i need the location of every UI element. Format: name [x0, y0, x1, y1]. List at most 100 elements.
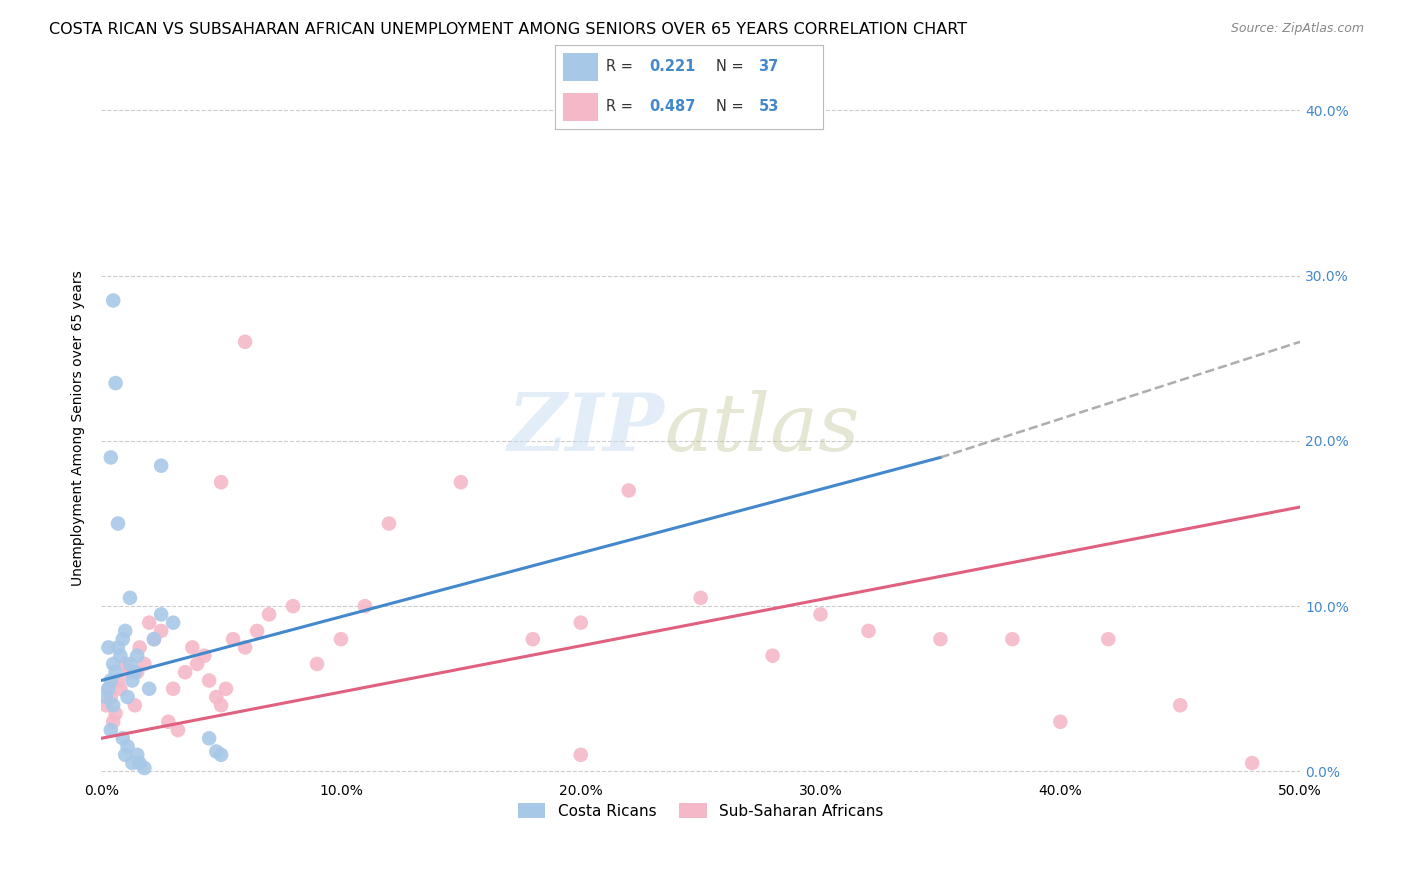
Point: [97, 681, 120, 696]
Point: [181, 640, 204, 655]
Text: ZIP: ZIP: [508, 390, 665, 467]
Point: [569, 747, 592, 762]
Point: [157, 714, 180, 729]
Point: [127, 747, 149, 762]
Point: [209, 747, 232, 762]
Point: [110, 648, 132, 663]
Point: [522, 632, 544, 647]
FancyBboxPatch shape: [564, 93, 598, 120]
Point: [1097, 632, 1119, 647]
Text: N =: N =: [716, 59, 748, 74]
Point: [97, 640, 120, 655]
Point: [143, 632, 166, 647]
Point: [118, 657, 141, 671]
Point: [215, 681, 238, 696]
Point: [118, 591, 141, 605]
Point: [354, 599, 377, 614]
Text: Source: ZipAtlas.com: Source: ZipAtlas.com: [1230, 22, 1364, 36]
Point: [205, 690, 228, 704]
Point: [127, 665, 149, 680]
FancyBboxPatch shape: [564, 54, 598, 81]
Text: atlas: atlas: [665, 390, 860, 467]
Point: [114, 747, 136, 762]
Point: [186, 657, 208, 671]
Point: [121, 673, 143, 688]
Point: [128, 640, 150, 655]
Point: [134, 761, 156, 775]
Point: [127, 648, 149, 663]
Point: [330, 632, 353, 647]
Point: [100, 690, 122, 704]
Point: [305, 657, 328, 671]
Point: [150, 624, 173, 638]
Point: [233, 334, 256, 349]
Point: [257, 607, 280, 622]
Text: R =: R =: [606, 59, 638, 74]
Point: [97, 681, 120, 696]
Point: [117, 739, 139, 754]
Point: [94, 690, 117, 704]
Point: [103, 698, 125, 713]
Point: [107, 673, 129, 688]
Text: R =: R =: [606, 99, 638, 114]
Point: [205, 745, 228, 759]
Point: [104, 706, 127, 721]
Point: [110, 681, 132, 696]
Point: [94, 698, 117, 713]
Point: [1049, 714, 1071, 729]
Point: [233, 640, 256, 655]
Point: [103, 293, 125, 308]
Point: [378, 516, 401, 531]
Point: [174, 665, 197, 680]
Point: [114, 624, 136, 638]
Point: [118, 665, 141, 680]
Point: [143, 632, 166, 647]
Point: [193, 648, 215, 663]
Point: [138, 681, 160, 696]
Point: [100, 723, 122, 737]
Point: [246, 624, 269, 638]
Point: [111, 632, 134, 647]
Point: [617, 483, 640, 498]
Point: [104, 376, 127, 390]
Point: [1001, 632, 1024, 647]
Text: 0.487: 0.487: [650, 99, 695, 114]
Point: [117, 690, 139, 704]
Point: [162, 681, 184, 696]
Point: [810, 607, 832, 622]
Point: [124, 665, 146, 680]
Point: [198, 673, 221, 688]
Point: [209, 698, 232, 713]
Point: [450, 475, 472, 490]
Point: [198, 731, 221, 746]
Point: [150, 607, 173, 622]
Point: [1168, 698, 1191, 713]
Text: 0.221: 0.221: [650, 59, 695, 74]
Point: [134, 657, 156, 671]
Point: [209, 475, 232, 490]
Text: N =: N =: [716, 99, 748, 114]
Point: [114, 657, 136, 671]
Point: [167, 723, 190, 737]
Point: [100, 450, 122, 465]
Point: [103, 657, 125, 671]
Point: [569, 615, 592, 630]
Point: [107, 516, 129, 531]
Point: [124, 698, 146, 713]
Text: 37: 37: [758, 59, 779, 74]
Point: [1241, 756, 1264, 770]
Legend: Costa Ricans, Sub-Saharan Africans: Costa Ricans, Sub-Saharan Africans: [512, 797, 890, 824]
Point: [128, 756, 150, 770]
Point: [107, 640, 129, 655]
Text: COSTA RICAN VS SUBSAHARAN AFRICAN UNEMPLOYMENT AMONG SENIORS OVER 65 YEARS CORRE: COSTA RICAN VS SUBSAHARAN AFRICAN UNEMPL…: [49, 22, 967, 37]
Y-axis label: Unemployment Among Seniors over 65 years: Unemployment Among Seniors over 65 years: [72, 270, 86, 586]
Text: 53: 53: [758, 99, 779, 114]
Point: [689, 591, 711, 605]
Point: [162, 615, 184, 630]
Point: [222, 632, 245, 647]
Point: [929, 632, 952, 647]
Point: [111, 731, 134, 746]
Point: [121, 756, 143, 770]
Point: [100, 673, 122, 688]
Point: [138, 615, 160, 630]
